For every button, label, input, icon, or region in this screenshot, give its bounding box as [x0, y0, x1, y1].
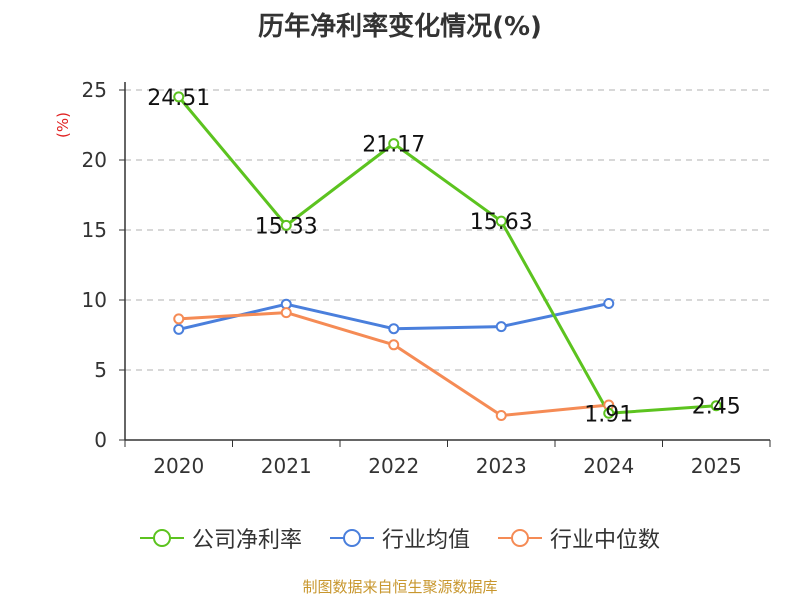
y-tick-label-20: 20 — [82, 148, 107, 172]
series-0-point-2022 — [388, 138, 400, 150]
data-label-2022: 21.17 — [362, 133, 425, 158]
data-label-2025: 2.45 — [692, 395, 741, 420]
series-0-point-2020 — [173, 91, 185, 103]
y-tick-label-25: 25 — [82, 78, 107, 102]
series-1-point-2024 — [603, 298, 615, 309]
legend-swatch-industry-median — [498, 529, 542, 547]
series-0-point-2024 — [603, 407, 615, 419]
legend-swatch-industry-mean — [329, 529, 374, 547]
x-tick-label-2020: 2020 — [153, 454, 204, 478]
legend-label-industry-mean: 行业均值 — [381, 528, 470, 553]
series-line-0 — [177, 95, 717, 415]
data-label-2023: 15.63 — [470, 210, 533, 235]
series-2-point-2022 — [388, 339, 400, 351]
x-tick-label-2021: 2021 — [261, 454, 312, 478]
y-tick-label-10: 10 — [82, 288, 107, 312]
y-axis-label: (%) — [54, 112, 72, 138]
series-1-point-2023 — [495, 321, 507, 333]
series-0-point-2025 — [710, 400, 722, 412]
series-2-point-2020 — [173, 313, 185, 325]
data-label-2020: 24.51 — [147, 86, 210, 111]
series-2-point-2021 — [280, 307, 292, 319]
data-label-2024: 1.91 — [584, 402, 633, 427]
y-tick-label-15: 15 — [82, 218, 107, 242]
chart-title: 历年净利率变化情况(%) — [258, 12, 542, 42]
legend-swatch-company — [139, 529, 184, 547]
x-tick-label-2023: 2023 — [476, 454, 527, 478]
legend-item-company[interactable]: 公司净利率 — [139, 522, 302, 554]
series-1-point-2020 — [173, 323, 185, 335]
y-tick-label-0: 0 — [94, 428, 107, 452]
series-2-point-2023 — [495, 410, 507, 421]
x-tick-label-2025: 2025 — [691, 454, 742, 478]
x-tick-label-2024: 2024 — [583, 454, 634, 478]
legend-label-company: 公司净利率 — [191, 528, 302, 553]
legend-label-industry-median: 行业中位数 — [550, 528, 661, 553]
y-tick-label-5: 5 — [94, 358, 107, 382]
series-0-point-2023 — [495, 215, 507, 227]
legend-item-industry-median[interactable]: 行业中位数 — [498, 522, 660, 554]
series-0-point-2021 — [280, 219, 292, 231]
legend: 公司净利率 行业均值 行业中位数 — [0, 522, 800, 554]
source-note: 制图数据来自恒生聚源数据库 — [302, 578, 498, 596]
series-1-point-2022 — [388, 323, 400, 335]
legend-item-industry-mean[interactable]: 行业均值 — [329, 522, 470, 554]
x-tick-label-2022: 2022 — [368, 454, 419, 478]
data-label-2021: 15.33 — [255, 214, 318, 239]
